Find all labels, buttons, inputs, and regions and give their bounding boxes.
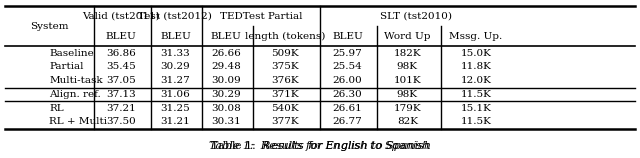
Text: 31.27: 31.27 xyxy=(161,76,190,85)
Text: 371K: 371K xyxy=(271,90,299,99)
Text: 182K: 182K xyxy=(394,49,421,58)
Text: 37.05: 37.05 xyxy=(106,76,136,85)
Text: 101K: 101K xyxy=(394,76,421,85)
Text: Test (tst2012): Test (tst2012) xyxy=(138,12,212,21)
Text: RL: RL xyxy=(49,104,64,113)
Text: 29.48: 29.48 xyxy=(211,62,241,71)
Text: 375K: 375K xyxy=(271,62,299,71)
Text: 37.50: 37.50 xyxy=(106,117,136,126)
Text: 26.66: 26.66 xyxy=(211,49,241,58)
Text: 26.00: 26.00 xyxy=(333,76,362,85)
Text: 31.25: 31.25 xyxy=(161,104,190,113)
Text: 15.0K: 15.0K xyxy=(461,49,492,58)
Text: 179K: 179K xyxy=(394,104,421,113)
Text: System: System xyxy=(30,22,68,31)
Text: 35.45: 35.45 xyxy=(106,62,136,71)
Text: 376K: 376K xyxy=(271,76,299,85)
Text: 30.08: 30.08 xyxy=(211,104,241,113)
Text: 26.61: 26.61 xyxy=(333,104,362,113)
Text: 98K: 98K xyxy=(397,90,418,99)
Text: TEDTest Partial: TEDTest Partial xyxy=(220,12,302,21)
Text: SLT (tst2010): SLT (tst2010) xyxy=(380,12,452,21)
Text: BLEU: BLEU xyxy=(332,32,363,41)
Text: 30.31: 30.31 xyxy=(211,117,241,126)
Text: 37.13: 37.13 xyxy=(106,90,136,99)
Text: BLEU: BLEU xyxy=(160,32,191,41)
Text: 36.86: 36.86 xyxy=(106,49,136,58)
Text: Baseline: Baseline xyxy=(49,49,94,58)
Text: 377K: 377K xyxy=(271,117,299,126)
Text: 37.21: 37.21 xyxy=(106,104,136,113)
Text: Word Up: Word Up xyxy=(384,32,431,41)
Text: BLEU: BLEU xyxy=(106,32,136,41)
Text: 26.77: 26.77 xyxy=(333,117,362,126)
Text: Table 1:  Results for English to Spanish: Table 1: Results for English to Spanish xyxy=(209,141,431,151)
Text: 31.33: 31.33 xyxy=(161,49,190,58)
Text: length (tokens): length (tokens) xyxy=(244,32,325,41)
Text: Multi-task: Multi-task xyxy=(49,76,103,85)
Text: 26.30: 26.30 xyxy=(333,90,362,99)
Text: 31.21: 31.21 xyxy=(161,117,190,126)
Text: Table 1:  $\it{Results\ for\ English\ to\ Spanish}$: Table 1: $\it{Results\ for\ English\ to\… xyxy=(210,139,430,153)
Text: 30.29: 30.29 xyxy=(161,62,190,71)
Text: 25.54: 25.54 xyxy=(333,62,362,71)
Text: Partial: Partial xyxy=(49,62,84,71)
Text: 11.8K: 11.8K xyxy=(461,62,492,71)
Text: 25.97: 25.97 xyxy=(333,49,362,58)
Text: 540K: 540K xyxy=(271,104,299,113)
Text: Mssg. Up.: Mssg. Up. xyxy=(449,32,503,41)
Text: 11.5K: 11.5K xyxy=(461,117,492,126)
Text: 12.0K: 12.0K xyxy=(461,76,492,85)
Text: 98K: 98K xyxy=(397,62,418,71)
Text: 15.1K: 15.1K xyxy=(461,104,492,113)
Text: BLEU: BLEU xyxy=(211,32,242,41)
Text: 11.5K: 11.5K xyxy=(461,90,492,99)
Text: Align. ref.: Align. ref. xyxy=(49,90,101,99)
Text: 31.06: 31.06 xyxy=(161,90,190,99)
Text: 30.29: 30.29 xyxy=(211,90,241,99)
Text: 509K: 509K xyxy=(271,49,299,58)
Text: RL + Multi: RL + Multi xyxy=(49,117,107,126)
Text: 82K: 82K xyxy=(397,117,418,126)
Text: Valid (tst2011): Valid (tst2011) xyxy=(83,12,160,21)
Text: 30.09: 30.09 xyxy=(211,76,241,85)
